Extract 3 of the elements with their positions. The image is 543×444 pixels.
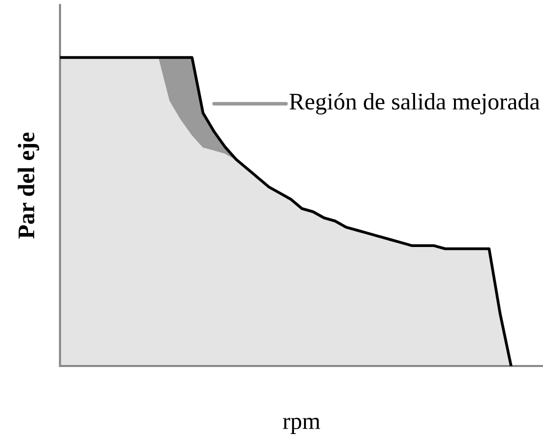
y-axis-title: Par del eje bbox=[18, 132, 40, 239]
x-axis-title: rpm bbox=[282, 418, 320, 434]
annotation: Región de salida mejorada bbox=[290, 92, 540, 114]
